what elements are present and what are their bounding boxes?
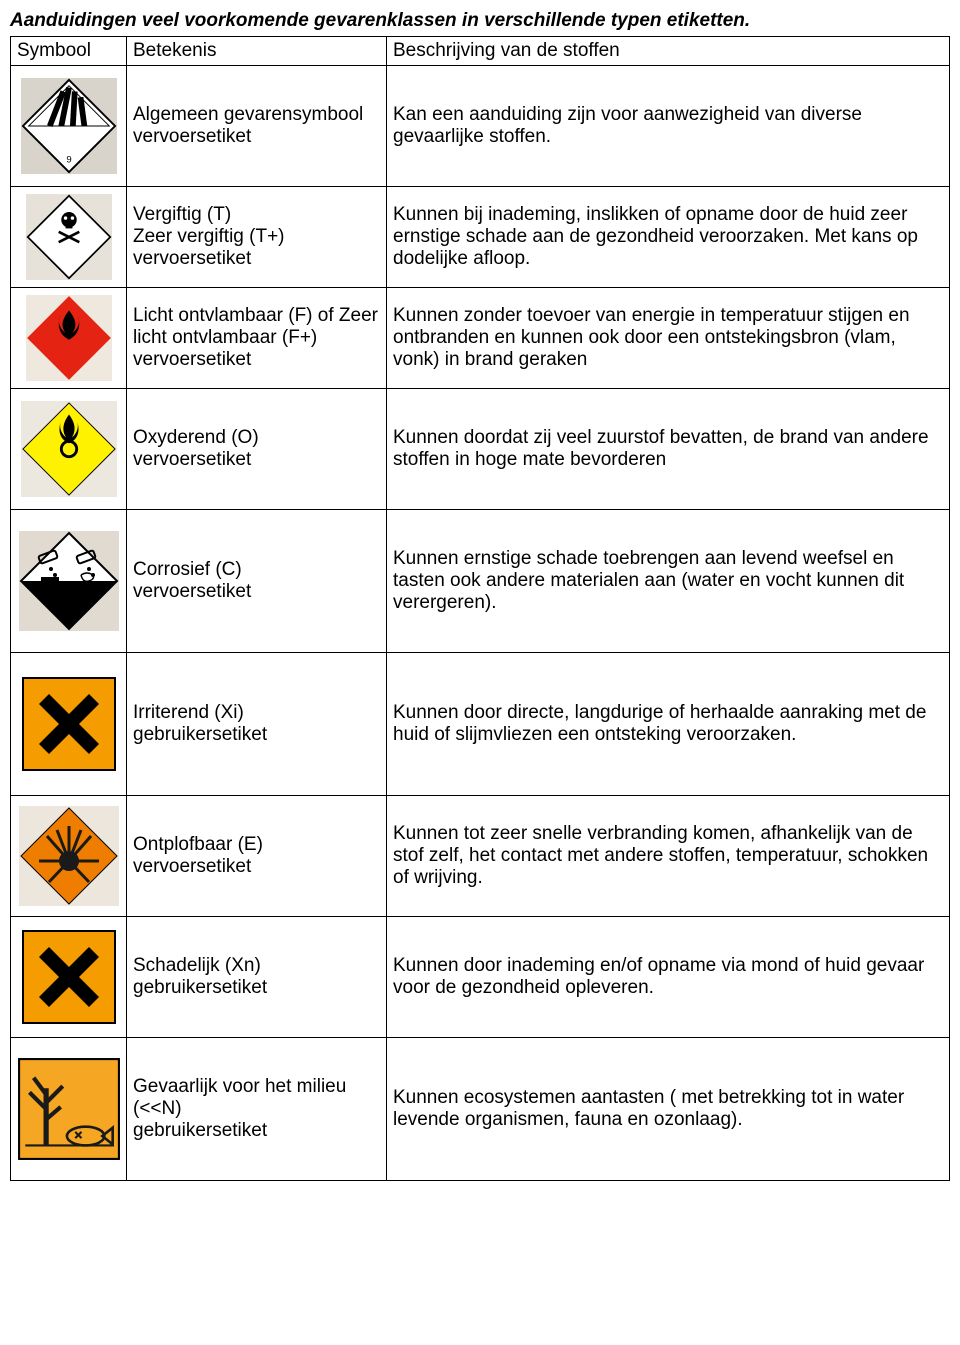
betekenis: Licht ontvlambaar (F) of Zeer licht ontv… <box>127 288 387 389</box>
table-row: Ontplofbaar (E)vervoersetiket Kunnen tot… <box>11 796 950 917</box>
symbol-corrosief <box>11 510 127 653</box>
table-row: Vergiftig (T)Zeer vergiftig (T+)vervoers… <box>11 187 950 288</box>
table-row: Irriterend (Xi)gebruikersetiket Kunnen d… <box>11 653 950 796</box>
betekenis: Irriterend (Xi)gebruikersetiket <box>127 653 387 796</box>
symbol-ontvlambaar <box>11 288 127 389</box>
beschrijving: Kunnen tot zeer snelle verbranding komen… <box>387 796 950 917</box>
symbol-oxyderend <box>11 389 127 510</box>
col-betekenis: Betekenis <box>127 37 387 66</box>
beschrijving: Kan een aanduiding zijn voor aanwezighei… <box>387 66 950 187</box>
beschrijving: Kunnen ernstige schade toebrengen aan le… <box>387 510 950 653</box>
beschrijving: Kunnen doordat zij veel zuurstof bevatte… <box>387 389 950 510</box>
betekenis: Vergiftig (T)Zeer vergiftig (T+)vervoers… <box>127 187 387 288</box>
table-row: Oxyderend (O)vervoersetiket Kunnen doord… <box>11 389 950 510</box>
table-row: Schadelijk (Xn)gebruikersetiket Kunnen d… <box>11 917 950 1038</box>
svg-text:9: 9 <box>66 154 71 165</box>
beschrijving: Kunnen ecosystemen aantasten ( met betre… <box>387 1038 950 1181</box>
symbol-schadelijk <box>11 917 127 1038</box>
betekenis: Corrosief (C)vervoersetiket <box>127 510 387 653</box>
beschrijving: Kunnen door directe, langdurige of herha… <box>387 653 950 796</box>
betekenis: Ontplofbaar (E)vervoersetiket <box>127 796 387 917</box>
symbol-ontplofbaar <box>11 796 127 917</box>
table-header-row: Symbool Betekenis Beschrijving van de st… <box>11 37 950 66</box>
table-row: 9 Algemeen gevarensymbool vervoersetiket… <box>11 66 950 187</box>
col-beschrijving: Beschrijving van de stoffen <box>387 37 950 66</box>
betekenis: Schadelijk (Xn)gebruikersetiket <box>127 917 387 1038</box>
table-row: Gevaarlijk voor het milieu (<<N)gebruike… <box>11 1038 950 1181</box>
beschrijving: Kunnen door inademing en/of opname via m… <box>387 917 950 1038</box>
symbol-algemeen: 9 <box>11 66 127 187</box>
col-symbool: Symbool <box>11 37 127 66</box>
symbol-irriterend <box>11 653 127 796</box>
betekenis: Oxyderend (O)vervoersetiket <box>127 389 387 510</box>
betekenis: Gevaarlijk voor het milieu (<<N)gebruike… <box>127 1038 387 1181</box>
symbol-milieu <box>11 1038 127 1181</box>
table-row: Corrosief (C)vervoersetiket Kunnen ernst… <box>11 510 950 653</box>
page-title: Aanduidingen veel voorkomende gevarenkla… <box>10 10 950 32</box>
table-row: Licht ontvlambaar (F) of Zeer licht ontv… <box>11 288 950 389</box>
hazard-table: Symbool Betekenis Beschrijving van de st… <box>10 36 950 1181</box>
beschrijving: Kunnen bij inademing, inslikken of opnam… <box>387 187 950 288</box>
symbol-vergiftig <box>11 187 127 288</box>
betekenis: Algemeen gevarensymbool vervoersetiket <box>127 66 387 187</box>
beschrijving: Kunnen zonder toevoer van energie in tem… <box>387 288 950 389</box>
